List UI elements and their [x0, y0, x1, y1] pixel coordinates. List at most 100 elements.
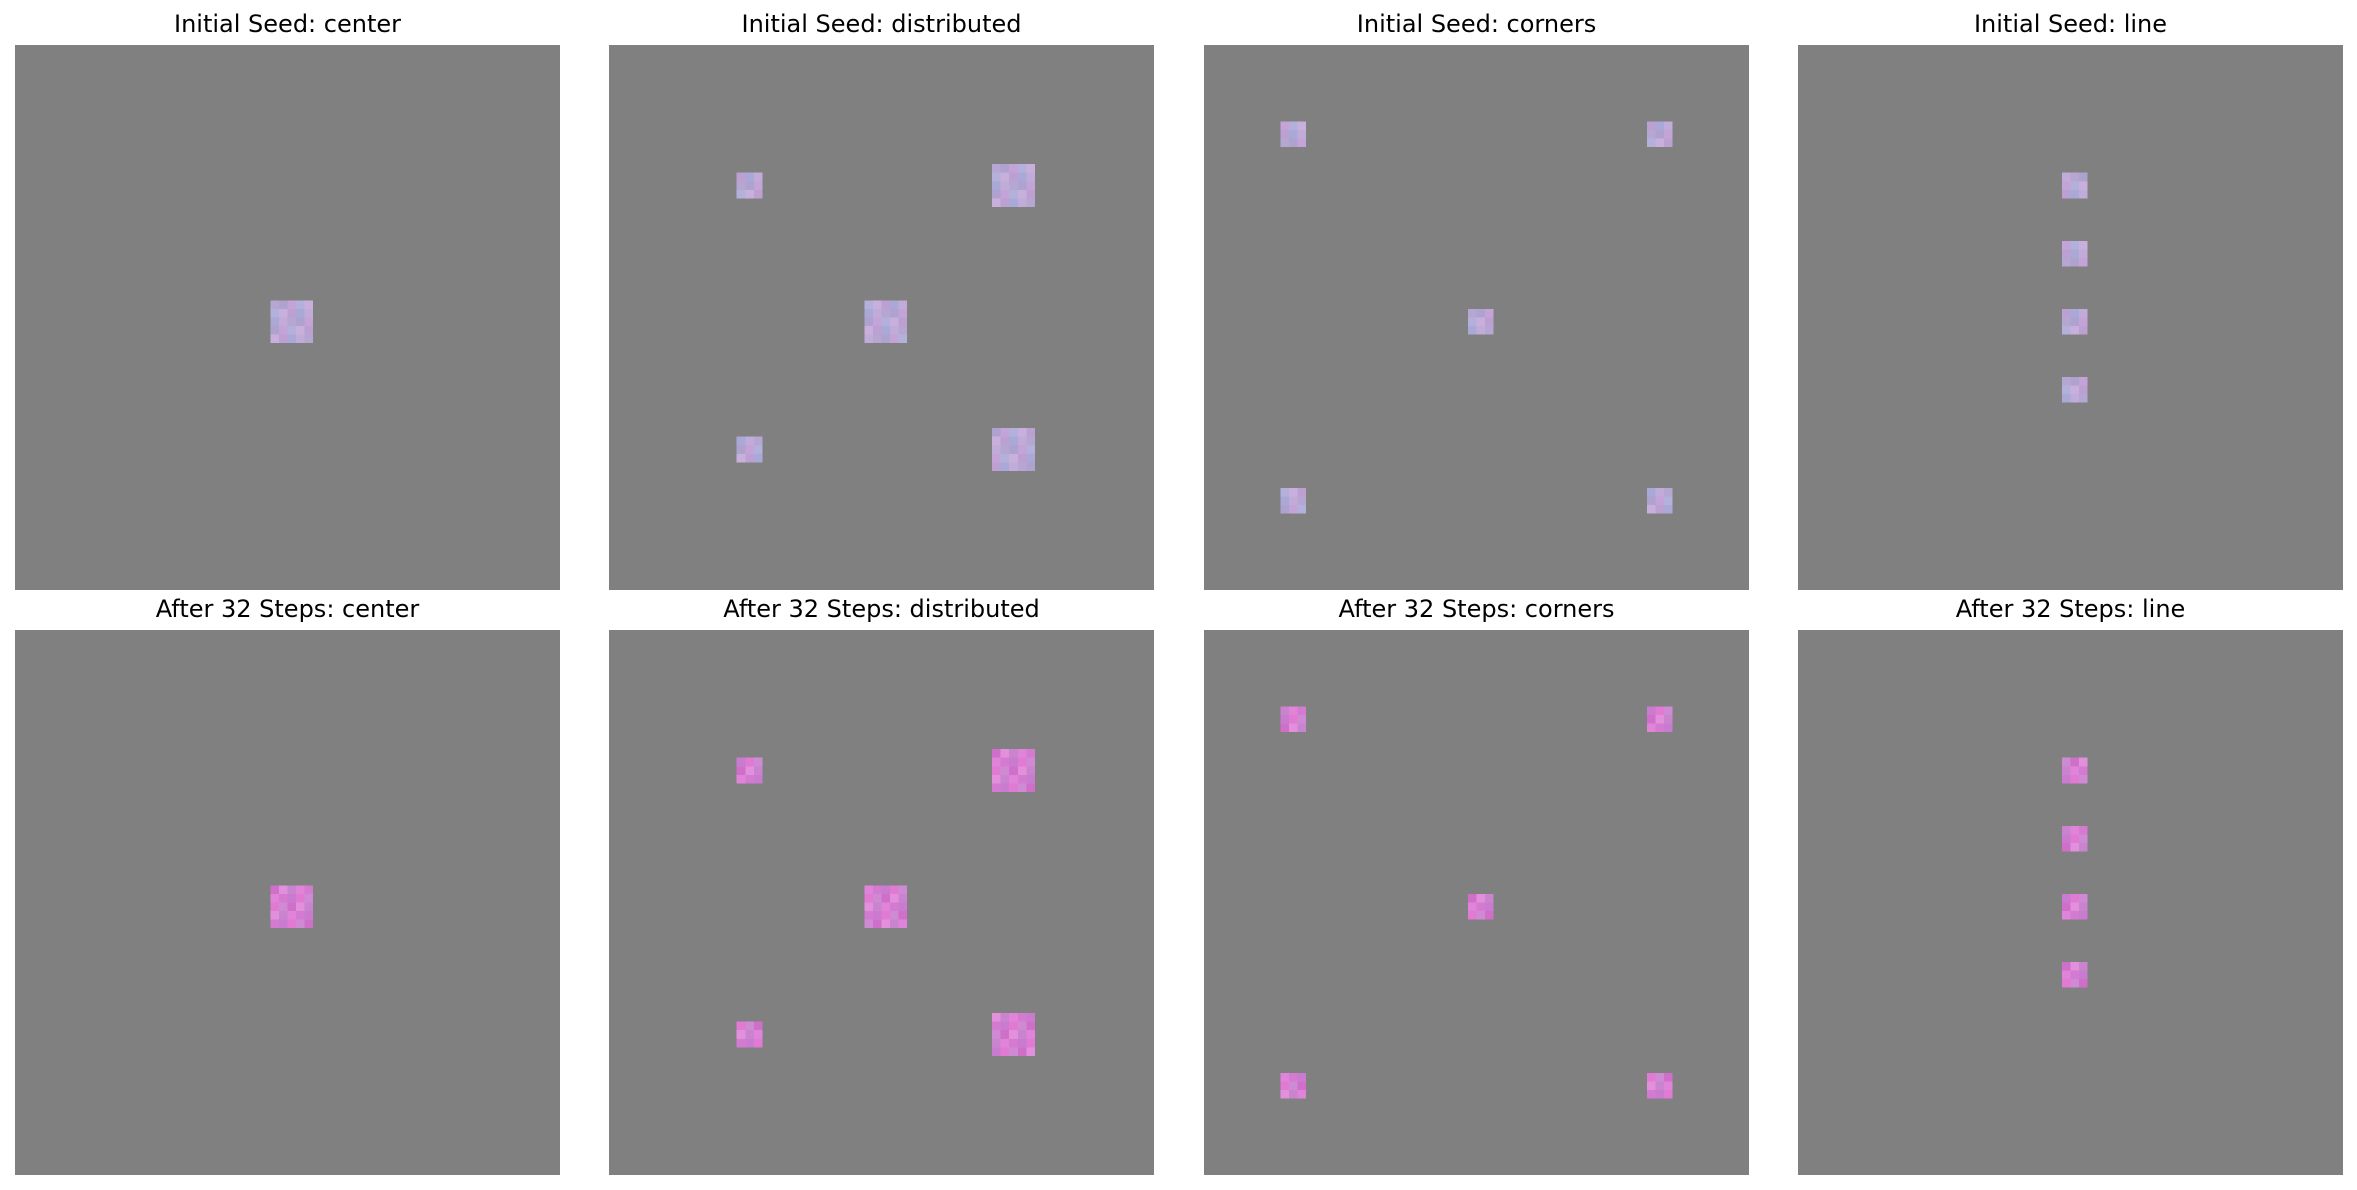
heatmap-grid: [1798, 45, 2343, 590]
heatmap-cell: [992, 1047, 1001, 1056]
heatmap-cell: [872, 326, 882, 335]
heatmap-cell: [2079, 385, 2088, 395]
heatmap-cell: [1017, 462, 1027, 471]
heatmap-cell: [1289, 121, 1298, 131]
heatmap-grid: [1204, 630, 1749, 1175]
heatmap-cell: [1000, 1013, 1010, 1022]
heatmap-cell: [736, 766, 746, 775]
heatmap-cell: [1485, 893, 1494, 903]
heatmap-cell: [1026, 783, 1035, 792]
heatmap-cell: [1289, 130, 1298, 139]
heatmap-cell: [890, 334, 899, 344]
heatmap-cell: [2079, 326, 2088, 335]
heatmap-cell: [1646, 504, 1656, 514]
seed-patch: [2061, 172, 2088, 199]
heatmap-cell: [1655, 715, 1664, 724]
seed-patch: [2061, 308, 2088, 335]
heatmap-cell: [881, 326, 891, 335]
heatmap-cell: [992, 181, 1001, 190]
heatmap-cell: [1000, 198, 1010, 207]
heatmap-cell: [1000, 181, 1010, 190]
heatmap-cell: [2070, 834, 2080, 843]
heatmap-cell: [1017, 783, 1027, 792]
seed-patch: [1280, 121, 1307, 148]
heatmap-cell: [278, 893, 288, 903]
heatmap-cell: [2061, 394, 2071, 403]
heatmap-cell: [2061, 962, 2071, 971]
heatmap-cell: [304, 334, 314, 344]
heatmap-cell: [1000, 172, 1010, 182]
heatmap-cell: [864, 317, 873, 327]
seed-patch: [992, 749, 1035, 792]
heatmap-cell: [898, 308, 908, 318]
heatmap-cell: [278, 911, 288, 920]
heatmap-cell: [1663, 138, 1673, 148]
panel-initial-distributed: [609, 45, 1154, 590]
heatmap-cell: [1009, 774, 1018, 784]
heatmap-cell: [2061, 308, 2071, 318]
heatmap-cell: [2079, 842, 2088, 852]
heatmap-cell: [1280, 487, 1290, 497]
heatmap-cell: [304, 317, 314, 327]
heatmap-cell: [881, 893, 891, 903]
heatmap-cell: [1026, 462, 1035, 471]
heatmap-cell: [2079, 766, 2088, 775]
panel-after-corners: [1204, 630, 1749, 1175]
heatmap-cell: [1000, 436, 1010, 446]
heatmap-cell: [2070, 377, 2080, 386]
heatmap-cell: [992, 164, 1001, 173]
heatmap-cell: [753, 172, 763, 182]
heatmap-cell: [736, 436, 746, 446]
heatmap-cell: [278, 326, 288, 335]
heatmap-cell: [1026, 428, 1035, 437]
heatmap-cell: [881, 902, 891, 912]
heatmap-cell: [1646, 715, 1656, 724]
heatmap-cell: [1663, 130, 1673, 139]
heatmap-cell: [1476, 893, 1486, 903]
heatmap-cell: [992, 766, 1001, 775]
heatmap-cell: [745, 189, 754, 199]
heatmap-grid: [1798, 630, 2343, 1175]
heatmap-cell: [1663, 487, 1673, 497]
heatmap-cell: [1297, 121, 1307, 131]
heatmap-cell: [1017, 436, 1027, 446]
heatmap-cell: [1297, 487, 1307, 497]
heatmap-cell: [1646, 130, 1656, 139]
seed-patch: [992, 1013, 1035, 1056]
heatmap-cell: [736, 181, 746, 190]
heatmap-cell: [1655, 1072, 1664, 1082]
heatmap-cell: [753, 774, 763, 784]
heatmap-cell: [872, 911, 882, 920]
heatmap-cell: [1000, 453, 1010, 463]
heatmap-cell: [1026, 757, 1035, 767]
heatmap-cell: [898, 902, 908, 912]
heatmap-cell: [890, 326, 899, 335]
heatmap-cell: [890, 911, 899, 920]
heatmap-cell: [2079, 970, 2088, 980]
heatmap-cell: [2061, 970, 2071, 980]
seed-patch: [736, 757, 763, 784]
heatmap-cell: [296, 308, 305, 318]
heatmap-cell: [278, 334, 288, 344]
heatmap-cell: [992, 445, 1001, 454]
heatmap-cell: [881, 300, 891, 309]
heatmap-cell: [1026, 1038, 1035, 1048]
heatmap-cell: [1009, 749, 1018, 758]
heatmap-cell: [898, 300, 908, 309]
heatmap-cell: [1280, 138, 1290, 148]
heatmap-cell: [2061, 172, 2071, 182]
heatmap-cell: [304, 300, 314, 309]
heatmap-cell: [296, 885, 305, 894]
heatmap-cell: [1280, 1089, 1290, 1099]
heatmap-cell: [890, 317, 899, 327]
heatmap-cell: [1017, 749, 1027, 758]
heatmap-cell: [2070, 257, 2080, 267]
heatmap-cell: [753, 445, 763, 454]
heatmap-cell: [1000, 1030, 1010, 1039]
heatmap-cell: [745, 436, 754, 446]
heatmap-cell: [745, 1038, 754, 1048]
heatmap-cell: [1297, 1072, 1307, 1082]
heatmap-cell: [1289, 1081, 1298, 1090]
heatmap-cell: [2061, 385, 2071, 395]
heatmap-cell: [1017, 164, 1027, 173]
